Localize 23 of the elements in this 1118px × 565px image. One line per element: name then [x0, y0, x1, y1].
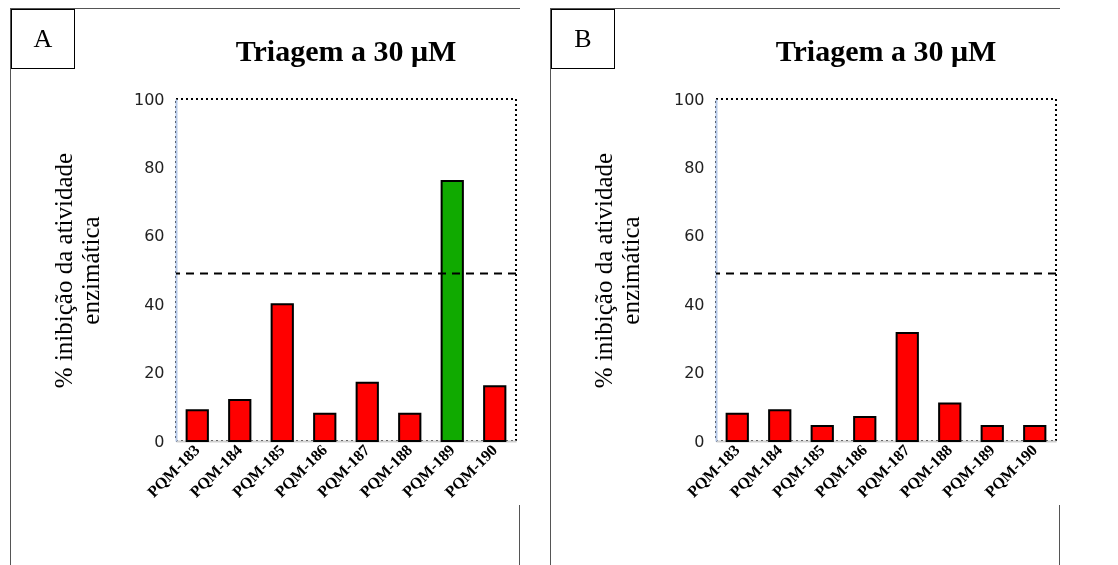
y-axis-title: % inibição da atividade enzimática — [589, 152, 644, 389]
y-tick-label: 0 — [154, 431, 165, 451]
y-tick-label: 0 — [694, 431, 705, 451]
bar — [810, 424, 834, 442]
y-tick-label: 40 — [144, 294, 165, 314]
bar — [725, 412, 749, 442]
y-tick-label: 20 — [144, 363, 165, 383]
bar — [355, 381, 379, 442]
y-tick-label: 80 — [684, 157, 705, 177]
y-tick-label: 20 — [684, 363, 705, 383]
bar — [270, 303, 294, 442]
bar — [980, 424, 1004, 442]
bar — [895, 331, 919, 442]
bar — [185, 409, 209, 442]
y-tick-label: 40 — [684, 294, 705, 314]
y-tick-label: 100 — [673, 89, 705, 109]
y-tick-label: 60 — [684, 226, 705, 246]
chart-title: Triagem a 30 μM — [235, 34, 457, 67]
y-axis-title: % inibição da atividade enzimática — [49, 152, 104, 389]
chart-title: Triagem a 30 μM — [775, 34, 997, 67]
y-tick-label: 80 — [144, 157, 165, 177]
y-tick-label: 60 — [144, 226, 165, 246]
y-tick-label: 100 — [133, 89, 165, 109]
